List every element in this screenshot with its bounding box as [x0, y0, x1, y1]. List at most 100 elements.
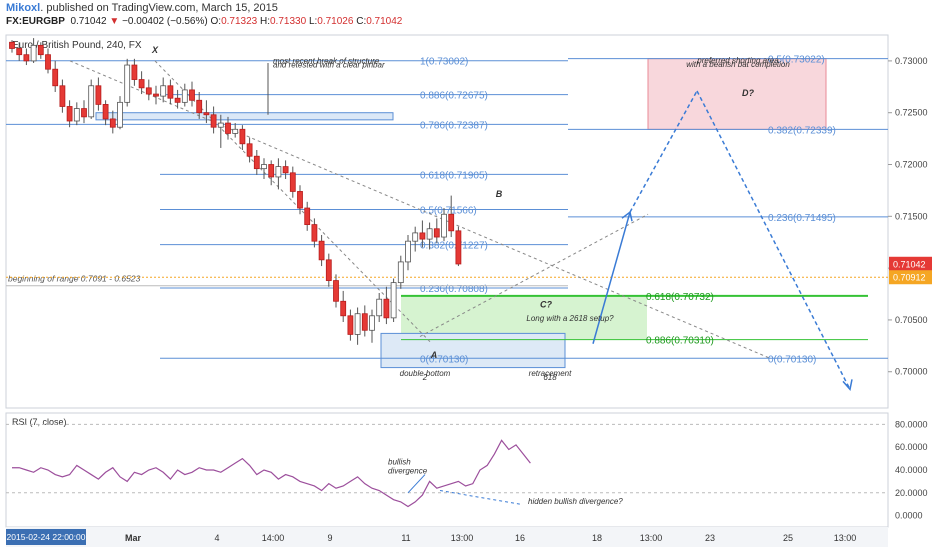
- high-label: H:: [260, 16, 270, 27]
- pattern-line-xd: [69, 60, 771, 359]
- annotation-structure-1: most recent break of structure: [273, 56, 380, 65]
- annotation-short-2: with a bearish bat completion: [686, 60, 790, 69]
- y-tick-label: 0.70000: [895, 367, 928, 377]
- published-text: . published on TradingView.com, March 15…: [40, 2, 278, 14]
- fib-left-label: 1(0.73002): [420, 57, 468, 68]
- down-arrow-icon: ▼: [109, 16, 120, 27]
- x-tick-label: 13:00: [451, 533, 474, 543]
- x-tick-label: 25: [783, 533, 793, 543]
- x-tick-label: Mar: [125, 533, 142, 543]
- candle-body: [45, 54, 51, 70]
- candle-body: [340, 300, 347, 317]
- x-tick-label: 11: [401, 533, 410, 543]
- price-change: −0.00402 (−0.56%): [122, 16, 208, 27]
- candle-body: [145, 87, 152, 95]
- candle-body: [117, 101, 123, 128]
- candle-body: [347, 315, 354, 335]
- candle-body: [225, 122, 231, 134]
- candle-body: [376, 298, 383, 317]
- fib-left-label: 0.5(0.71566): [420, 205, 477, 216]
- fib-green-label: 0.618(0.70732): [646, 292, 714, 303]
- x-tick-label: 14:00: [262, 533, 285, 543]
- candle-body: [361, 313, 368, 331]
- low-value: 0.71026: [317, 16, 354, 27]
- candle-body: [282, 166, 289, 174]
- annotation-long: Long with a 2618 setup?: [526, 314, 614, 323]
- candle-body: [95, 85, 102, 105]
- candle-body: [59, 85, 66, 107]
- candle-body: [124, 64, 131, 103]
- candle-body: [304, 207, 311, 226]
- candle-body: [397, 261, 404, 284]
- fib-left-label: 0.886(0.72675): [420, 91, 488, 102]
- candle-body: [419, 232, 426, 240]
- open-label: O:: [210, 16, 222, 27]
- x-start-label: 2015-02-24 22:00:00: [7, 532, 86, 542]
- close-label: C:: [356, 16, 367, 27]
- projection-cd-line: [629, 90, 698, 213]
- annotation-bullish-1: bullish: [388, 457, 411, 466]
- y-tick-label: 0.72000: [895, 160, 928, 170]
- rsi-label: RSI (7, close): [12, 417, 67, 427]
- y-tick-label: 0.71500: [895, 211, 928, 221]
- chart-canvas[interactable]: 0.730000.725000.720000.715000.710000.705…: [0, 30, 932, 550]
- annotation-short-1: preferred shorting area: [696, 56, 779, 65]
- short-zone: [647, 58, 827, 130]
- candle-body: [81, 108, 87, 118]
- candle-body: [30, 44, 37, 62]
- x-tick-label: 16: [515, 533, 525, 543]
- annotation-retracement-1: retracement: [529, 369, 572, 378]
- fib-right-label: 0.236(0.71495): [768, 213, 836, 224]
- annotation-hidden: hidden bullish divergence?: [528, 497, 623, 506]
- y-tick-label: 0.70500: [895, 315, 928, 325]
- point-a-label: A: [430, 350, 438, 360]
- candle-body: [426, 228, 433, 240]
- candle-body: [9, 41, 15, 49]
- candle-body: [37, 44, 44, 56]
- candle-body: [390, 282, 397, 319]
- candle-body: [268, 164, 275, 178]
- price-badge: [889, 270, 932, 285]
- candle-body: [102, 104, 109, 120]
- chart-header: Mikoxl. published on TradingView.com, Ma…: [0, 0, 932, 30]
- projection-up-arrow: [592, 211, 631, 344]
- candle-body: [73, 108, 80, 122]
- fib-left-label: 0(0.70130): [420, 354, 468, 365]
- candle-body: [433, 228, 440, 238]
- author-link[interactable]: Mikoxl: [6, 2, 41, 14]
- symbol-label[interactable]: FX:EURGBP: [6, 16, 65, 27]
- point-c-label: C?: [540, 299, 552, 309]
- x-axis-band: [6, 527, 888, 547]
- annotation-retracement-2: 618: [543, 373, 557, 382]
- candle-body: [16, 48, 23, 56]
- candle-body: [210, 114, 217, 128]
- candle-body: [369, 315, 375, 331]
- x-tick-label: 23: [705, 533, 715, 543]
- chart-title: Euro / British Pound, 240, FX: [12, 40, 142, 51]
- pattern-line-ab: [419, 213, 649, 337]
- publish-line: Mikoxl. published on TradingView.com, Ma…: [6, 2, 278, 14]
- candle-body: [354, 313, 361, 335]
- candle-body: [297, 191, 303, 209]
- annotation-bullish-2: divergence: [388, 466, 428, 475]
- fib-green-label: 0.886(0.70310): [646, 336, 714, 347]
- candle-body: [23, 54, 30, 62]
- fib-left-label: 0.618(0.71905): [420, 170, 488, 181]
- candle-body: [196, 99, 203, 114]
- fib-right-label: 0.382(0.72339): [768, 125, 836, 136]
- candle-body: [66, 106, 73, 122]
- annotation-double-bottom-1: double bottom: [400, 369, 451, 378]
- rsi-tick-label: 0.0000: [895, 511, 923, 521]
- candle-body: [412, 232, 419, 242]
- x-start-badge: [6, 529, 86, 545]
- candle-body: [333, 280, 339, 302]
- candle-body: [253, 155, 260, 170]
- ohlc-line: FX:EURGBP 0.71042 ▼ −0.00402 (−0.56%) O:…: [6, 16, 402, 27]
- x-tick-label: 13:00: [640, 533, 663, 543]
- rsi-tick-label: 20.0000: [895, 488, 928, 498]
- price-badge: [889, 256, 932, 271]
- fib-left-label: 0.786(0.72387): [420, 120, 488, 131]
- fib-left-label: 0.382(0.71227): [420, 241, 488, 252]
- candle-body: [325, 259, 332, 281]
- candle-body: [160, 85, 167, 97]
